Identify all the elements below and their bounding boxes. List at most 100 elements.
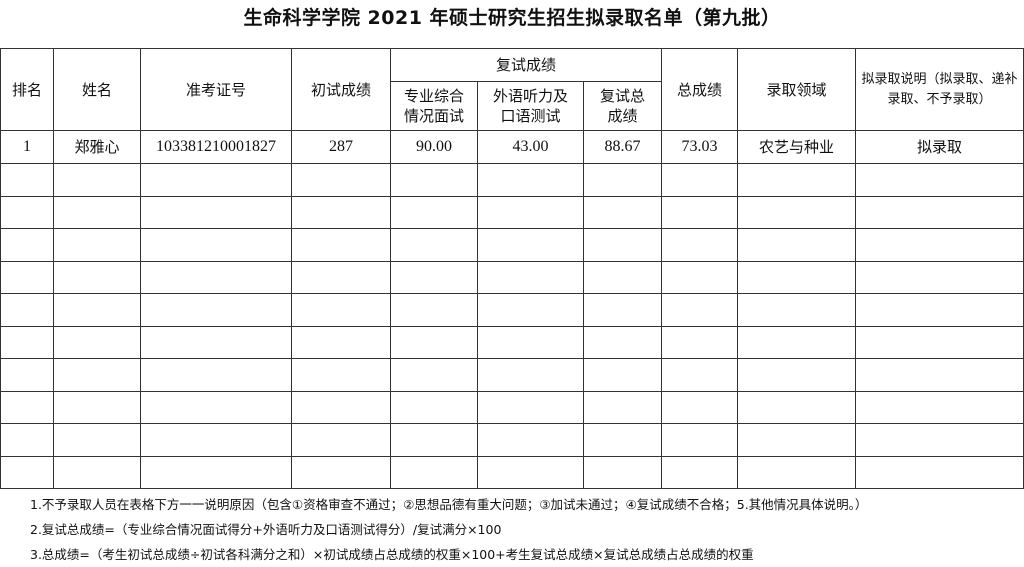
- empty-cell: [291, 390, 391, 424]
- header-name: 姓名: [53, 48, 141, 131]
- empty-cell: [477, 358, 584, 392]
- empty-table-row: [0, 358, 1024, 392]
- empty-cell: [855, 195, 1024, 229]
- empty-cell: [661, 293, 739, 327]
- empty-cell: [140, 423, 292, 457]
- empty-cell: [477, 163, 584, 197]
- cell-prelim-score: 287: [291, 130, 391, 164]
- empty-cell: [855, 423, 1024, 457]
- empty-cell: [291, 228, 391, 262]
- empty-cell: [0, 423, 54, 457]
- empty-cell: [582, 228, 663, 262]
- empty-cell: [737, 195, 857, 229]
- empty-cell: [582, 358, 663, 392]
- empty-cell: [140, 260, 292, 294]
- empty-cell: [661, 163, 739, 197]
- empty-table-row: [0, 260, 1024, 294]
- empty-cell: [661, 260, 739, 294]
- empty-cell: [140, 195, 292, 229]
- empty-table-row: [0, 455, 1024, 489]
- cell-field: 农艺与种业: [737, 130, 857, 164]
- header-retest-language: 外语听力及口语测试: [477, 81, 584, 131]
- empty-cell: [855, 260, 1024, 294]
- empty-cell: [53, 293, 141, 327]
- empty-cell: [0, 293, 54, 327]
- empty-cell: [53, 358, 141, 392]
- empty-cell: [737, 358, 857, 392]
- admission-table: 排名 姓名 准考证号 初试成绩 复试成绩 总成绩 录取领域 拟录取说明（拟录取、…: [0, 48, 1024, 489]
- empty-cell: [140, 163, 292, 197]
- empty-cell: [291, 358, 391, 392]
- header-retest-group: 复试成绩: [389, 48, 663, 82]
- empty-cell: [53, 228, 141, 262]
- empty-cell: [390, 163, 478, 197]
- empty-cell: [390, 358, 478, 392]
- table-row: 1 郑雅心 103381210001827 287 90.00 43.00 88.67 73.…: [0, 130, 1024, 164]
- empty-cell: [477, 423, 584, 457]
- empty-cell: [582, 325, 663, 359]
- cell-total-score: 73.03: [661, 130, 739, 164]
- empty-cell: [661, 423, 739, 457]
- empty-cell: [390, 325, 478, 359]
- empty-table-row: [0, 390, 1024, 424]
- empty-cell: [477, 390, 584, 424]
- empty-cell: [390, 195, 478, 229]
- empty-cell: [477, 228, 584, 262]
- empty-cell: [737, 423, 857, 457]
- note-2: 2.复试总成绩=（专业综合情况面试得分+外语听力及口语测试得分）/复试满分×10…: [30, 522, 502, 537]
- header-retest-interview: 专业综合情况面试: [390, 81, 478, 131]
- empty-table-row: [0, 293, 1024, 327]
- page-title: 生命科学学院 2021 年硕士研究生招生拟录取名单（第九批）: [243, 7, 781, 29]
- empty-cell: [737, 325, 857, 359]
- empty-cell: [140, 358, 292, 392]
- empty-cell: [291, 293, 391, 327]
- empty-cell: [582, 195, 663, 229]
- empty-cell: [390, 293, 478, 327]
- empty-cell: [477, 260, 584, 294]
- empty-cell: [661, 358, 739, 392]
- empty-cell: [0, 358, 54, 392]
- empty-cell: [737, 390, 857, 424]
- empty-cell: [390, 260, 478, 294]
- empty-cell: [390, 423, 478, 457]
- empty-cell: [140, 390, 292, 424]
- header-admission-note: 拟录取说明（拟录取、递补录取、不予录取）: [855, 48, 1024, 131]
- empty-cell: [855, 325, 1024, 359]
- empty-cell: [661, 228, 739, 262]
- empty-cell: [477, 195, 584, 229]
- empty-cell: [855, 163, 1024, 197]
- empty-cell: [477, 293, 584, 327]
- empty-cell: [855, 228, 1024, 262]
- empty-cell: [140, 293, 292, 327]
- empty-cell: [140, 455, 292, 489]
- empty-cell: [582, 455, 663, 489]
- cell-retest-interview: 90.00: [390, 130, 478, 164]
- empty-cell: [0, 163, 54, 197]
- empty-cell: [855, 293, 1024, 327]
- empty-cell: [582, 390, 663, 424]
- cell-retest-language: 43.00: [477, 130, 584, 164]
- cell-name: 郑雅心: [53, 130, 141, 164]
- empty-cell: [737, 455, 857, 489]
- empty-cell: [582, 423, 663, 457]
- note-3: 3.总成绩=（考生初试总成绩÷初试各科满分之和）×初试成绩占总成绩的权重×100…: [30, 547, 754, 562]
- header-exam-id: 准考证号: [140, 48, 292, 131]
- empty-cell: [140, 325, 292, 359]
- empty-cell: [53, 390, 141, 424]
- header-rank: 排名: [0, 48, 54, 131]
- empty-cell: [291, 195, 391, 229]
- empty-cell: [477, 455, 584, 489]
- empty-cell: [291, 260, 391, 294]
- empty-cell: [53, 260, 141, 294]
- empty-table-row: [0, 228, 1024, 262]
- empty-cell: [661, 390, 739, 424]
- notes: 1.不予录取人员在表格下方一一说明原因（包含①资格审查不通过；②思想品德有重大问…: [30, 492, 867, 567]
- empty-cell: [390, 390, 478, 424]
- header-field: 录取领域: [737, 48, 857, 131]
- empty-cell: [390, 455, 478, 489]
- empty-cell: [0, 390, 54, 424]
- empty-cell: [855, 455, 1024, 489]
- empty-cell: [737, 260, 857, 294]
- empty-table-row: [0, 423, 1024, 457]
- empty-cell: [661, 455, 739, 489]
